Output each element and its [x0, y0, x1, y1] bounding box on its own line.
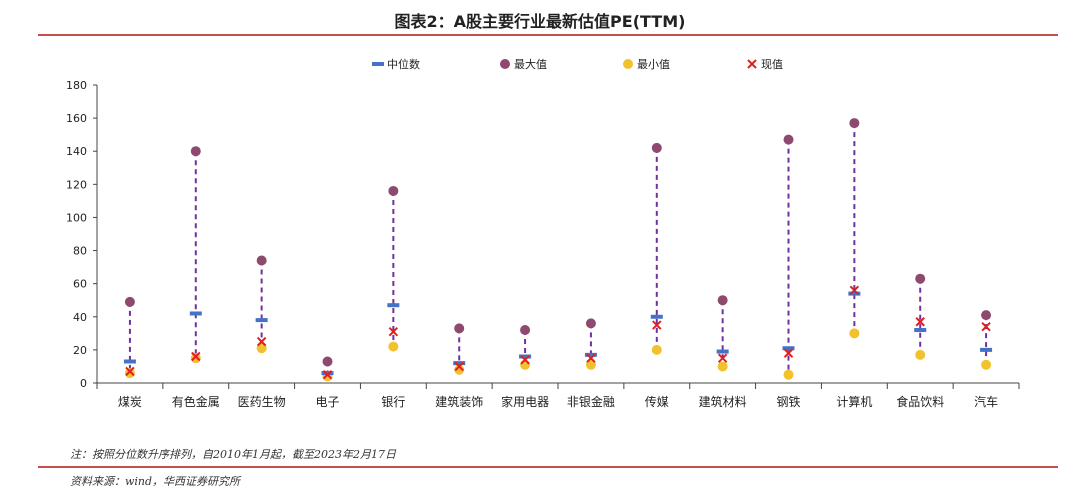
max-point: [585, 318, 596, 329]
y-tick-label: 160: [66, 112, 87, 125]
max-point: [322, 356, 333, 367]
median-mark: [519, 354, 532, 359]
chart-source: 资料来源：wind，华西证券研究所: [70, 475, 241, 488]
median-mark: [321, 371, 334, 376]
legend-label: 现值: [761, 58, 783, 71]
y-tick-label: 120: [66, 178, 87, 191]
current-mark: [322, 370, 333, 380]
y-tick-label: 100: [66, 211, 87, 224]
current-mark: [981, 322, 991, 332]
current-mark: [915, 317, 925, 327]
current-mark: [586, 353, 596, 363]
x-tick-label: 计算机: [836, 394, 872, 409]
min-point: [388, 341, 399, 352]
x-tick-label: 食品饮料: [896, 394, 944, 409]
title-divider: [38, 34, 1058, 36]
current-mark: [652, 320, 662, 330]
legend-label: 中位数: [387, 57, 420, 71]
min-point: [256, 343, 267, 354]
min-point: [454, 364, 465, 375]
max-point: [124, 296, 135, 307]
max-point: [651, 142, 662, 153]
x-tick-label: 钢铁: [776, 395, 800, 409]
max-point: [388, 185, 399, 196]
legend-marker-min: [623, 59, 633, 69]
current-mark: [191, 351, 201, 362]
median-mark: [453, 361, 466, 366]
current-mark: [256, 336, 267, 347]
y-tick-label: 0: [80, 377, 87, 390]
max-point: [190, 146, 201, 157]
min-point: [651, 344, 662, 355]
max-point: [915, 273, 926, 284]
median-mark: [123, 359, 136, 364]
legend-marker-max: [500, 59, 510, 69]
min-point: [849, 328, 860, 339]
median-mark: [980, 347, 993, 352]
current-mark: [454, 361, 464, 372]
max-point: [849, 118, 860, 129]
chart-title: 图表2：A股主要行业最新估值PE(TTM): [394, 12, 686, 31]
median-mark: [387, 303, 400, 308]
current-mark: [849, 285, 860, 295]
y-tick-label: 60: [73, 278, 87, 291]
x-tick-label: 银行: [381, 395, 405, 409]
x-tick-label: 非银金融: [567, 394, 615, 409]
median-mark: [848, 291, 861, 296]
min-point: [717, 361, 728, 372]
max-point: [783, 134, 794, 145]
max-point: [454, 323, 465, 334]
legend-marker-median: [372, 62, 384, 66]
y-tick-label: 20: [73, 344, 87, 357]
max-point: [520, 325, 531, 336]
max-point: [981, 310, 992, 321]
y-tick-label: 80: [73, 245, 87, 258]
median-mark: [584, 352, 597, 357]
median-mark: [716, 349, 729, 354]
min-point: [520, 359, 531, 370]
min-point: [915, 349, 926, 360]
median-mark: [782, 346, 795, 351]
x-tick-label: 煤炭: [118, 395, 142, 409]
chart-note: 注：按照分位数升序排列，自2010年1月起，截至2023年2月17日: [70, 448, 396, 461]
current-mark: [125, 366, 135, 377]
max-point: [256, 255, 267, 266]
min-point: [190, 353, 201, 364]
legend-label: 最小值: [637, 58, 670, 71]
min-point: [585, 359, 596, 370]
legend-marker-current: [747, 59, 757, 69]
x-tick-label: 家用电器: [501, 394, 549, 409]
y-tick-label: 180: [66, 79, 87, 92]
y-tick-label: 40: [73, 311, 87, 324]
x-tick-label: 建筑装饰: [435, 394, 483, 409]
legend-label: 最大值: [514, 57, 547, 71]
x-tick-label: 汽车: [974, 394, 998, 409]
current-mark: [388, 326, 399, 337]
median-mark: [914, 328, 927, 333]
min-point: [783, 369, 794, 380]
x-tick-label: 电子: [315, 395, 339, 409]
min-point: [981, 359, 992, 370]
current-mark: [783, 348, 794, 358]
x-tick-label: 有色金属: [172, 394, 220, 409]
x-tick-label: 医药生物: [238, 395, 286, 409]
current-mark: [520, 355, 530, 365]
median-mark: [255, 318, 268, 323]
median-mark: [650, 314, 663, 319]
max-point: [717, 295, 728, 306]
median-mark: [189, 311, 202, 316]
x-tick-label: 传媒: [645, 394, 669, 409]
x-tick-label: 建筑材料: [699, 394, 747, 409]
y-tick-label: 140: [66, 145, 87, 158]
min-point: [124, 368, 135, 379]
current-mark: [717, 353, 728, 363]
footer-divider: [38, 466, 1058, 468]
